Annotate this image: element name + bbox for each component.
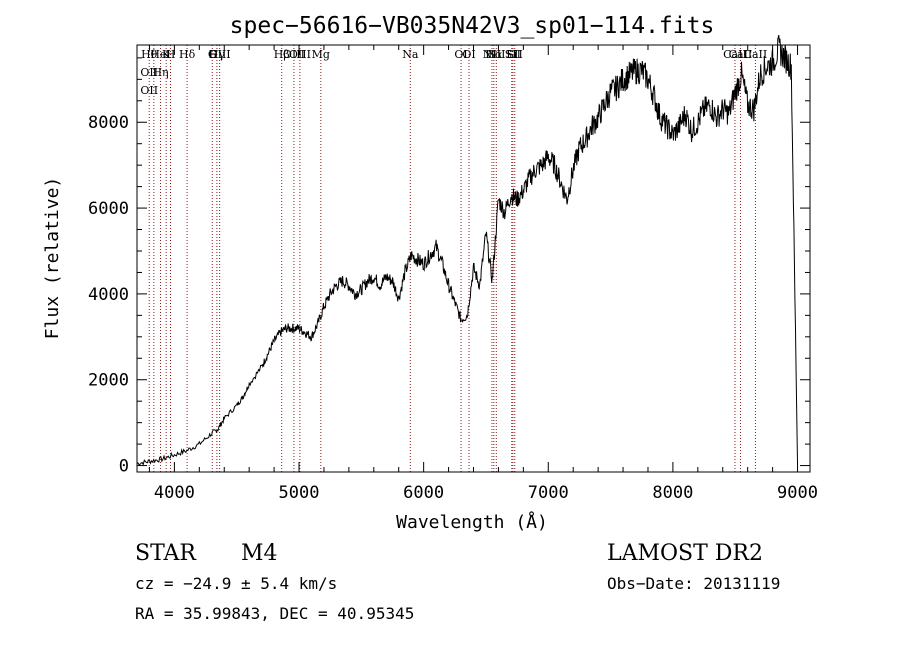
line-label: OII	[140, 84, 158, 97]
spectrum-line	[136, 34, 798, 466]
line-label: CaII	[744, 48, 768, 61]
line-label: OII	[140, 66, 158, 79]
line-label: SII	[505, 48, 521, 61]
plot-frame	[136, 44, 811, 473]
line-label: NII	[483, 48, 501, 61]
line-label: NII	[487, 48, 505, 61]
y-axis-label: Flux (relative)	[42, 177, 63, 340]
line-label: SII	[507, 48, 523, 61]
x-tick-label: 9000	[777, 483, 818, 503]
line-label: Mg	[312, 48, 330, 61]
line-label: Hα	[485, 48, 503, 61]
x-tick-label: 8000	[652, 483, 693, 503]
x-axis-ticks: 4000 5000 6000 7000 8000 9000	[148, 45, 818, 503]
line-label: CaII	[729, 48, 753, 61]
line-label: Hδ	[179, 48, 196, 61]
line-label: OI	[454, 48, 467, 61]
line-label: OIII	[289, 48, 311, 61]
x-tick-label: 4000	[154, 483, 195, 503]
line-label: CaII	[723, 48, 747, 61]
line-label: Hθ	[141, 48, 158, 61]
object-subclass: M4	[241, 541, 278, 566]
y-tick-label: 0	[119, 457, 129, 477]
line-label: K	[162, 48, 171, 61]
survey-name: LAMOST DR2	[607, 541, 763, 566]
object-class: STAR	[135, 541, 197, 566]
x-tick-label: 5000	[279, 483, 320, 503]
chart-title: spec−56616−VB035N42V3_sp01−114.fits	[230, 13, 715, 39]
observation-date: Obs−Date: 20131119	[607, 574, 780, 593]
line-label: Hγ	[209, 48, 226, 61]
y-tick-label: 6000	[88, 199, 129, 219]
y-tick-label: 4000	[88, 285, 129, 305]
line-label: H	[166, 48, 176, 61]
x-axis-label: Wavelength (Å)	[396, 511, 548, 533]
redshift-velocity: cz = −24.9 ± 5.4 km/s	[135, 574, 337, 593]
x-tick-label: 7000	[528, 483, 569, 503]
y-tick-label: 2000	[88, 371, 129, 391]
line-label: Li	[506, 48, 517, 61]
line-label: Na	[402, 48, 419, 61]
line-label: OI	[462, 48, 475, 61]
line-label: OIII	[209, 48, 231, 61]
y-tick-label: 8000	[88, 113, 129, 133]
spectral-lines-layer	[148, 45, 756, 472]
line-label: HeI	[150, 48, 170, 61]
line-label: Hη	[152, 66, 168, 79]
line-label: Hβ	[274, 48, 290, 61]
x-tick-label: 6000	[403, 483, 444, 503]
y-axis-ticks: 0 2000 4000 6000 8000	[88, 57, 810, 477]
line-label: G	[208, 48, 217, 61]
coordinates: RA = 35.99843, DEC = 40.95345	[135, 604, 414, 623]
